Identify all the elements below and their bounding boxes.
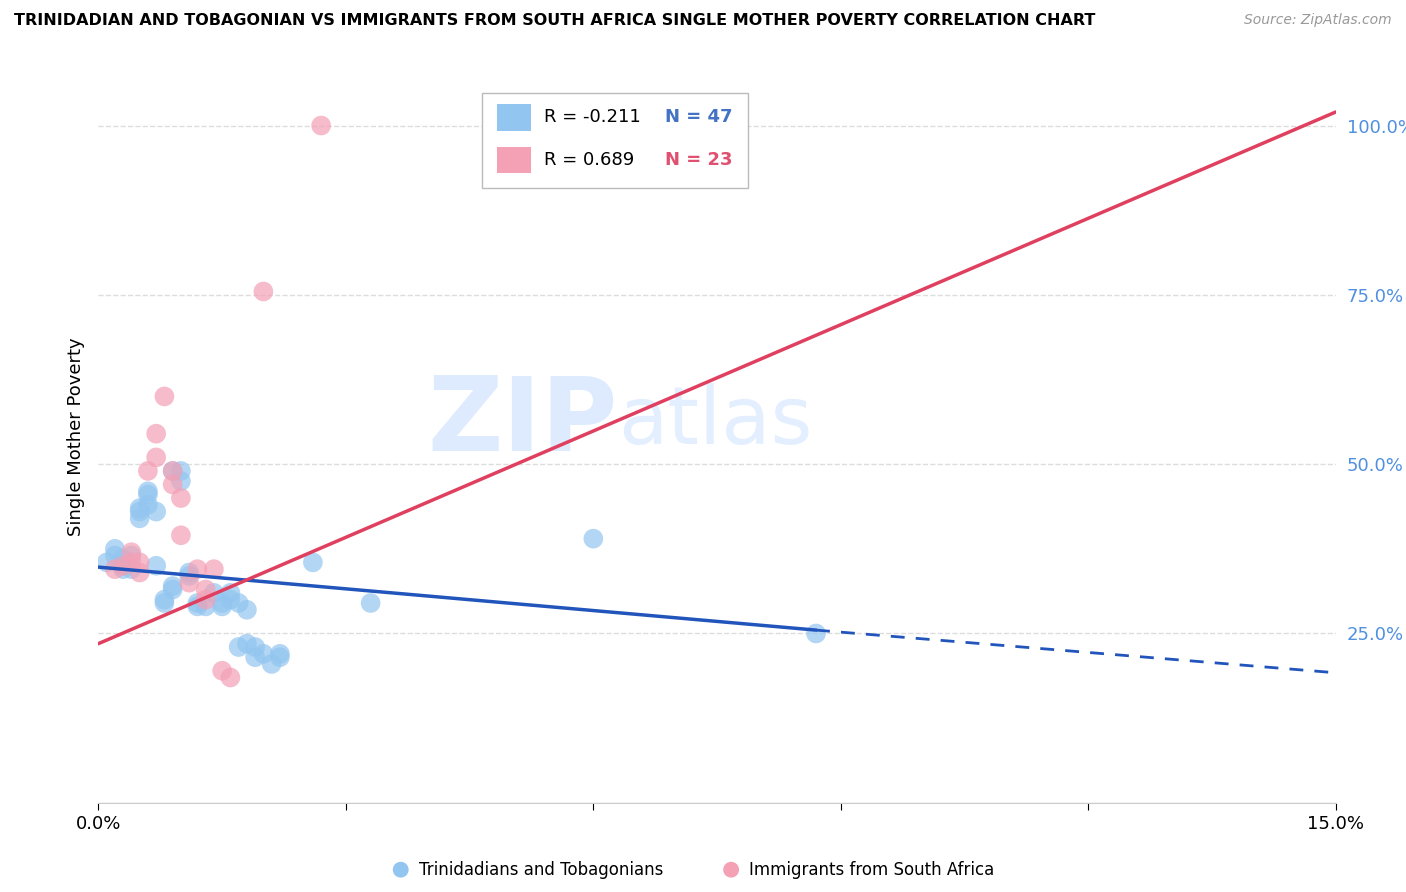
Point (252, 647, 274, 661)
Point (186, 596, 208, 610)
Point (194, 582, 217, 597)
Point (260, 657, 283, 671)
Point (179, 575, 201, 590)
Point (162, 464, 184, 478)
Point (162, 464, 184, 478)
Point (136, 464, 159, 478)
Point (145, 505, 167, 519)
Point (236, 603, 259, 617)
Y-axis label: Single Mother Poverty: Single Mother Poverty (66, 338, 84, 536)
Point (179, 569, 201, 583)
Text: ZIP: ZIP (427, 372, 619, 473)
Text: Source: ZipAtlas.com: Source: ZipAtlas.com (1244, 13, 1392, 28)
Text: Immigrants from South Africa: Immigrants from South Africa (749, 861, 994, 879)
Point (145, 558, 167, 573)
Point (211, 599, 233, 614)
Point (112, 558, 135, 573)
Point (128, 501, 150, 516)
Bar (496, 104, 531, 130)
Point (136, 498, 159, 512)
Point (145, 426, 167, 441)
Point (243, 640, 266, 654)
Point (252, 285, 274, 299)
Point (582, 532, 605, 546)
Point (162, 579, 184, 593)
Point (309, 119, 332, 133)
Point (96, 555, 118, 569)
Point (219, 592, 242, 607)
Point (202, 562, 225, 576)
Point (202, 586, 225, 600)
Point (269, 647, 291, 661)
Point (120, 562, 142, 576)
Text: Trinidadians and Tobagonians: Trinidadians and Tobagonians (419, 861, 664, 879)
Point (128, 505, 150, 519)
Point (243, 650, 266, 665)
Point (153, 592, 176, 607)
Point (170, 491, 193, 505)
Point (112, 552, 135, 566)
Point (128, 566, 150, 580)
Point (804, 626, 827, 640)
Point (120, 545, 142, 559)
Point (162, 477, 184, 491)
Point (112, 562, 135, 576)
Text: N = 23: N = 23 (665, 151, 733, 169)
Point (211, 664, 233, 678)
Point (120, 555, 142, 569)
Point (128, 555, 150, 569)
Text: TRINIDADIAN AND TOBAGONIAN VS IMMIGRANTS FROM SOUTH AFRICA SINGLE MOTHER POVERTY: TRINIDADIAN AND TOBAGONIAN VS IMMIGRANTS… (14, 13, 1095, 29)
Point (236, 637, 259, 651)
Point (104, 562, 127, 576)
Point (360, 596, 382, 610)
Point (120, 549, 142, 563)
Point (228, 640, 250, 654)
Point (194, 599, 217, 614)
Point (136, 488, 159, 502)
Point (145, 450, 167, 465)
Point (211, 596, 233, 610)
Point (194, 592, 217, 607)
Point (112, 558, 135, 573)
Point (269, 650, 291, 665)
Bar (496, 146, 531, 173)
Text: N = 47: N = 47 (665, 109, 733, 127)
Point (302, 555, 325, 569)
Point (153, 596, 176, 610)
Text: atlas: atlas (619, 384, 813, 461)
Point (219, 671, 242, 685)
Text: R = -0.211: R = -0.211 (544, 109, 641, 127)
Point (219, 586, 242, 600)
Point (153, 389, 176, 403)
Point (228, 596, 250, 610)
Point (104, 541, 127, 556)
Point (104, 549, 127, 563)
Point (136, 484, 159, 499)
FancyBboxPatch shape (482, 94, 748, 188)
Point (128, 511, 150, 525)
Point (170, 464, 193, 478)
Text: R = 0.689: R = 0.689 (544, 151, 634, 169)
Point (170, 474, 193, 488)
Point (162, 582, 184, 597)
Point (170, 528, 193, 542)
Point (186, 599, 208, 614)
Point (179, 566, 201, 580)
Point (186, 562, 208, 576)
